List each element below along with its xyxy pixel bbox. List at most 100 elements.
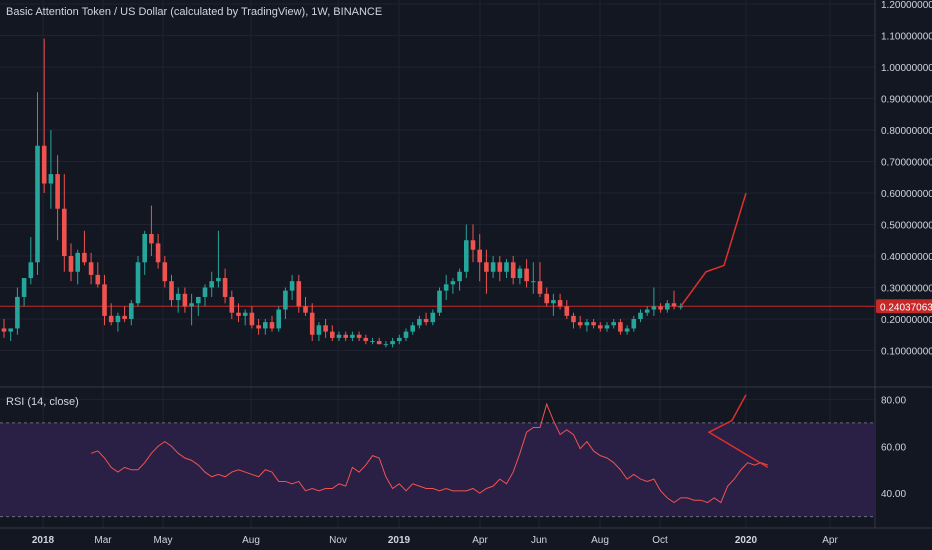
candle-body	[450, 281, 456, 285]
candle-body	[356, 334, 362, 338]
candle-body	[209, 281, 214, 288]
candle-body	[15, 296, 20, 329]
candle-body	[323, 325, 328, 332]
candle-body	[48, 174, 54, 184]
candle-body	[544, 293, 549, 304]
candle-body	[658, 306, 663, 310]
time-tick-label: 2020	[735, 535, 758, 546]
candle-body	[383, 344, 389, 346]
candle-body	[1, 328, 7, 332]
candle-body	[350, 334, 355, 338]
candle-body	[129, 303, 134, 319]
price-axis[interactable]: 0.10000000 0.20000000 0.30000000 0.40000000…	[881, 0, 932, 358]
candle-body	[403, 331, 409, 338]
current-price-label: 0.24037063	[880, 302, 932, 313]
candle-body	[303, 306, 308, 313]
candle-body	[162, 262, 168, 282]
candle-body	[390, 341, 395, 345]
candle-body	[175, 293, 181, 301]
time-tick-label: 2018	[32, 535, 55, 546]
price-tick-label: 0.20000000	[881, 315, 932, 326]
candle-body	[182, 293, 188, 307]
candle-body	[115, 315, 121, 323]
candle-body	[62, 208, 67, 256]
candles-group	[1, 38, 683, 348]
time-tick-label: Oct	[652, 535, 668, 546]
time-tick-label: Apr	[472, 535, 488, 546]
candle-body	[155, 243, 161, 263]
candle-body	[189, 303, 194, 307]
candle-body	[343, 334, 348, 338]
time-tick-label: May	[154, 535, 173, 546]
candle-body	[464, 240, 469, 272]
candle-body	[82, 252, 87, 263]
candle-body	[531, 281, 536, 283]
candle-body	[336, 334, 342, 338]
current-price-badge: 0.24037063	[876, 299, 932, 313]
candle-body	[330, 331, 335, 338]
candle-body	[470, 240, 476, 250]
candle-body	[484, 262, 489, 272]
rsi-tick-label: 80.00	[881, 395, 906, 406]
price-tick-label: 0.40000000	[881, 252, 932, 263]
candle-body	[598, 325, 603, 329]
candle-body	[135, 262, 141, 304]
rsi-projection-line	[707, 394, 769, 469]
candle-body	[68, 256, 74, 272]
candle-body	[517, 268, 523, 279]
candle-body	[457, 271, 462, 282]
candle-body	[477, 249, 482, 263]
price-tick-label: 1.00000000	[881, 63, 932, 74]
candle-body	[423, 319, 429, 323]
candle-body	[524, 268, 529, 282]
candle-body	[236, 312, 241, 316]
candle-body	[577, 322, 583, 326]
candle-body	[363, 337, 369, 342]
rsi-line	[90, 402, 768, 504]
candle-body	[678, 306, 683, 308]
candle-body	[222, 278, 228, 297]
candle-body	[624, 328, 630, 332]
candle-body	[591, 322, 596, 326]
candle-body	[28, 262, 34, 279]
candle-body	[296, 281, 302, 307]
rsi-tick-label: 40.00	[881, 489, 906, 500]
candle-body	[618, 322, 623, 332]
candle-body	[504, 262, 509, 272]
time-tick-label: Apr	[822, 535, 838, 546]
candle-body	[249, 312, 255, 326]
candle-body	[263, 322, 268, 329]
rsi-title: RSI (14, close)	[6, 396, 79, 408]
price-tick-label: 0.60000000	[881, 189, 932, 200]
candle-body	[410, 325, 415, 332]
rsi-axis[interactable]: 40.00 60.00 80.00	[881, 395, 906, 500]
candle-body	[644, 309, 650, 313]
time-axis[interactable]: 2018 Mar May Aug Nov 2019 Apr Jun Aug Oct 2020 Apr	[32, 535, 839, 546]
candle-body	[584, 322, 590, 326]
time-tick-label: 2019	[388, 535, 411, 546]
candle-body	[557, 300, 563, 307]
time-tick-label: Nov	[329, 535, 347, 546]
candle-body	[102, 284, 107, 316]
candle-body	[490, 262, 496, 272]
candle-body	[537, 281, 543, 294]
candle-body	[276, 309, 281, 329]
candle-body	[142, 233, 147, 263]
time-tick-label: Mar	[94, 535, 112, 546]
candle-body	[21, 278, 27, 297]
time-tick-label: Aug	[242, 535, 260, 546]
candle-body	[149, 233, 154, 244]
candle-body	[397, 337, 402, 342]
candle-body	[283, 290, 288, 310]
candle-body	[35, 145, 40, 263]
candle-body	[88, 262, 94, 275]
candle-body	[510, 262, 516, 279]
candle-body	[437, 290, 442, 313]
price-tick-label: 0.50000000	[881, 221, 932, 232]
candle-body	[604, 325, 610, 329]
price-tick-label: 1.20000000	[881, 0, 932, 11]
candle-body	[229, 296, 235, 313]
candle-body	[564, 306, 570, 316]
price-tick-label: 0.10000000	[881, 347, 932, 358]
